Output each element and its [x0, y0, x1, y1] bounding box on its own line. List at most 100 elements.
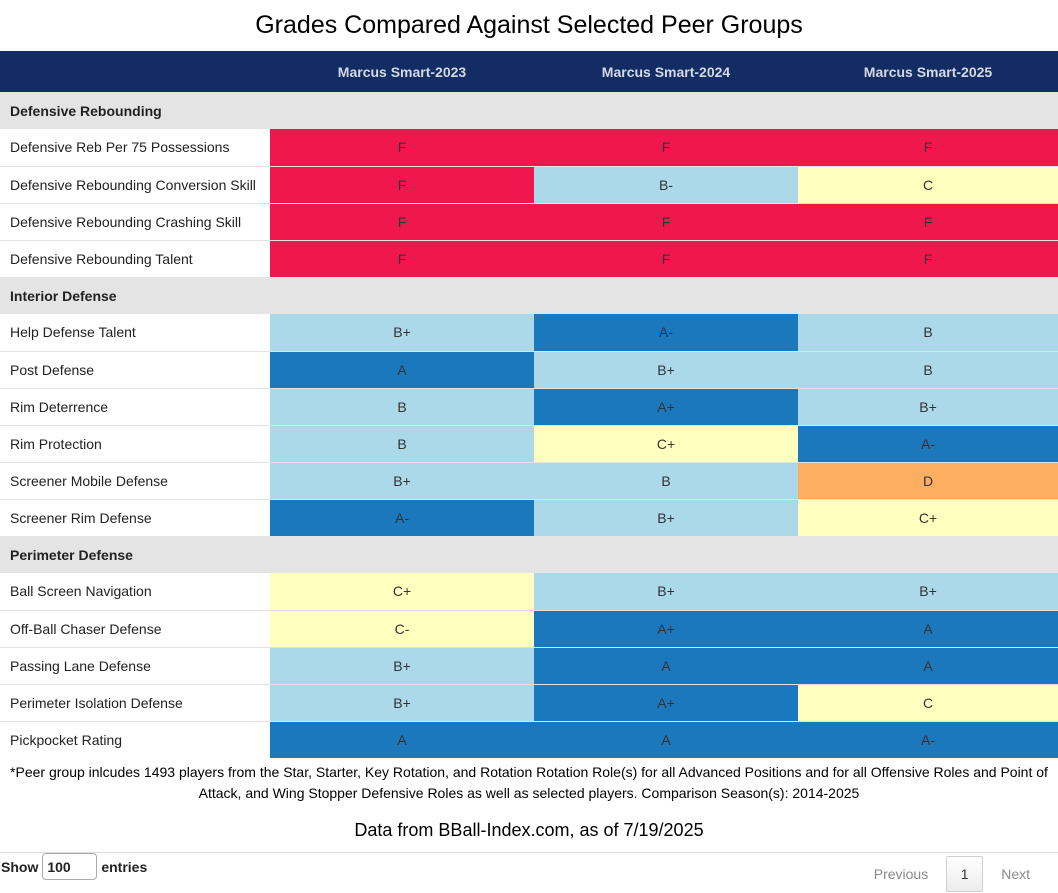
table-row: Defensive Rebounding Crashing Skill F F F	[0, 202, 1058, 240]
pagination: Previous 1 Next	[862, 856, 1042, 892]
metric-label: Rim Protection	[0, 424, 270, 462]
grade-cell: F	[270, 129, 534, 166]
data-source-caption: Data from BBall-Index.com, as of 7/19/20…	[354, 820, 704, 840]
table-row: Perimeter Isolation Defense B+ A+ C	[0, 683, 1058, 721]
grade-cell: B	[270, 424, 534, 462]
grade-cell: B+	[270, 314, 534, 351]
grade-cell: B	[798, 314, 1058, 351]
grade-cell: A	[270, 350, 534, 388]
metric-label: Ball Screen Navigation	[0, 573, 270, 610]
table-body: Defensive Rebounding Defensive Reb Per 75…	[0, 92, 1058, 758]
metric-label: Passing Lane Defense	[0, 646, 270, 684]
length-prefix-label: Show	[1, 858, 39, 875]
peer-group-footnote: *Peer group inlcudes 1493 players from t…	[10, 764, 1048, 801]
grade-cell: C-	[270, 609, 534, 647]
grade-cell: F	[270, 239, 534, 277]
table-row: Help Defense Talent B+ A- B	[0, 314, 1058, 351]
metric-label: Defensive Rebounding Talent	[0, 239, 270, 277]
grade-cell: B+	[534, 573, 798, 610]
divider	[0, 852, 1058, 853]
grade-cell: F	[534, 239, 798, 277]
grade-cell: A	[798, 646, 1058, 684]
grade-cell: B-	[534, 165, 798, 203]
section-header-row: Defensive Rebounding	[0, 92, 1058, 129]
grade-cell: F	[270, 202, 534, 240]
grade-cell: A-	[534, 314, 798, 351]
table-row: Defensive Reb Per 75 Possessions F F F	[0, 129, 1058, 166]
grade-cell: A+	[534, 683, 798, 721]
section-title: Perimeter Defense	[10, 546, 133, 563]
grade-cell: B+	[798, 573, 1058, 610]
grade-cell: A	[534, 646, 798, 684]
grade-cell: A-	[798, 424, 1058, 462]
metric-label: Screener Rim Defense	[0, 498, 270, 536]
metric-label: Defensive Rebounding Crashing Skill	[0, 202, 270, 240]
next-page-button[interactable]: Next	[1001, 866, 1030, 882]
grade-cell: B+	[534, 350, 798, 388]
grade-cell: F	[270, 165, 534, 203]
table-row: Post Defense A B+ B	[0, 350, 1058, 388]
grade-cell: C+	[270, 573, 534, 610]
metric-label: Off-Ball Chaser Defense	[0, 609, 270, 647]
metric-label: Defensive Rebounding Conversion Skill	[0, 165, 270, 203]
table-row: Passing Lane Defense B+ A A	[0, 646, 1058, 684]
table-row: Pickpocket Rating A A A-	[0, 720, 1058, 758]
entries-count-input[interactable]	[42, 853, 98, 880]
section-title: Interior Defense	[10, 287, 117, 304]
table-row: Rim Protection B C+ A-	[0, 424, 1058, 462]
grade-cell: A	[270, 720, 534, 758]
column-header-season-2025[interactable]: Marcus Smart-2025	[863, 63, 993, 80]
grade-cell: B	[270, 387, 534, 425]
grade-cell: C	[798, 165, 1058, 203]
table-row: Screener Mobile Defense B+ B D	[0, 461, 1058, 499]
page-1-button[interactable]: 1	[946, 856, 984, 892]
grade-cell: D	[798, 461, 1058, 499]
metric-label: Screener Mobile Defense	[0, 461, 270, 499]
grade-cell: B+	[534, 498, 798, 536]
length-suffix-label: entries	[101, 858, 148, 875]
section-title: Defensive Rebounding	[10, 102, 162, 119]
grade-cell: A+	[534, 387, 798, 425]
grade-cell: F	[798, 129, 1058, 166]
table-header: Marcus Smart-2023 Marcus Smart-2024 Marc…	[0, 51, 1058, 92]
section-header-row: Interior Defense	[0, 277, 1058, 314]
metric-label: Perimeter Isolation Defense	[0, 683, 270, 721]
table-row: Defensive Rebounding Conversion Skill F B-…	[0, 165, 1058, 203]
grade-cell: F	[798, 202, 1058, 240]
grade-cell: B+	[270, 683, 534, 721]
grade-cell: C+	[534, 424, 798, 462]
table-row: Screener Rim Defense A- B+ C+	[0, 498, 1058, 536]
grade-cell: F	[534, 129, 798, 166]
grades-table: Marcus Smart-2023 Marcus Smart-2024 Marc…	[0, 51, 1058, 758]
grade-cell: B+	[270, 461, 534, 499]
column-header-season-2023[interactable]: Marcus Smart-2023	[337, 63, 467, 80]
grade-cell: B	[534, 461, 798, 499]
metric-label: Post Defense	[0, 350, 270, 388]
entries-length-control: Show entries	[1, 853, 147, 880]
grade-cell: B+	[270, 646, 534, 684]
metric-label: Rim Deterrence	[0, 387, 270, 425]
table-row: Rim Deterrence B A+ B+	[0, 387, 1058, 425]
section-header-row: Perimeter Defense	[0, 536, 1058, 573]
grade-cell: A	[798, 609, 1058, 647]
grade-cell: A-	[270, 498, 534, 536]
table-row: Defensive Rebounding Talent F F F	[0, 239, 1058, 277]
grade-cell: B	[798, 350, 1058, 388]
column-header-metric[interactable]	[0, 51, 270, 92]
grade-cell: A-	[798, 720, 1058, 758]
metric-label: Pickpocket Rating	[0, 720, 270, 758]
metric-label: Help Defense Talent	[0, 314, 270, 351]
grade-cell: C+	[798, 498, 1058, 536]
grade-cell: F	[798, 239, 1058, 277]
grade-cell: C	[798, 683, 1058, 721]
table-row: Off-Ball Chaser Defense C- A+ A	[0, 609, 1058, 647]
page-title: Grades Compared Against Selected Peer Gr…	[255, 11, 803, 39]
grade-cell: B+	[798, 387, 1058, 425]
metric-label: Defensive Reb Per 75 Possessions	[0, 129, 270, 166]
grade-cell: F	[534, 202, 798, 240]
table-row: Ball Screen Navigation C+ B+ B+	[0, 573, 1058, 610]
column-header-season-2024[interactable]: Marcus Smart-2024	[601, 63, 731, 80]
grade-cell: A	[534, 720, 798, 758]
previous-page-button[interactable]: Previous	[873, 866, 929, 882]
grade-cell: A+	[534, 609, 798, 647]
